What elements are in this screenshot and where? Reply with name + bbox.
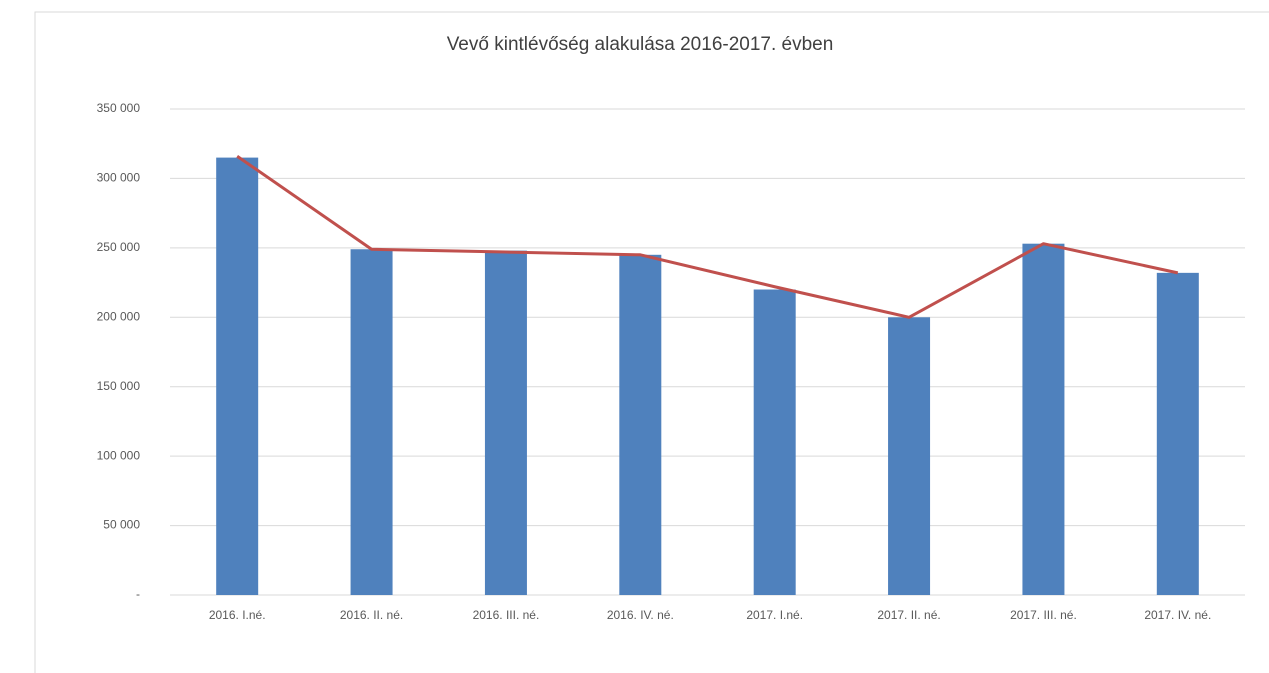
- bar: [753, 289, 796, 595]
- x-tick-label: 2017. II. né.: [877, 608, 940, 622]
- x-tick-label: 2016. III. né.: [473, 608, 540, 622]
- bar: [484, 250, 527, 596]
- bar: [1022, 243, 1065, 596]
- y-tick-label: 300 000: [97, 171, 141, 185]
- line: [236, 154, 1179, 319]
- y-tick-label: 250 000: [97, 240, 141, 254]
- y-tick-label: 150 000: [97, 379, 141, 393]
- bar: [888, 317, 931, 595]
- y-tick-label: 50 000: [103, 518, 140, 532]
- x-tick-label: 2017. I.né.: [746, 608, 803, 622]
- x-tick-label: 2017. IV. né.: [1144, 608, 1211, 622]
- y-tick-label: 200 000: [97, 309, 141, 323]
- bar: [619, 254, 662, 596]
- y-tick-label: 100 000: [97, 448, 141, 462]
- bar: [350, 249, 393, 595]
- x-tick-label: 2016. IV. né.: [607, 608, 674, 622]
- chart-title: Vevő kintlévőség alakulása 2016-2017. év…: [447, 34, 834, 55]
- x-tick-label: 2017. III. né.: [1010, 608, 1077, 622]
- x-tick-label: 2016. I.né.: [209, 608, 266, 622]
- y-tick-label: -: [136, 587, 140, 601]
- bar: [1156, 272, 1199, 595]
- chart-border: [34, 11, 1269, 673]
- x-tick-label: 2016. II. né.: [340, 608, 403, 622]
- y-tick-label: 350 000: [97, 101, 141, 115]
- bar: [216, 157, 259, 595]
